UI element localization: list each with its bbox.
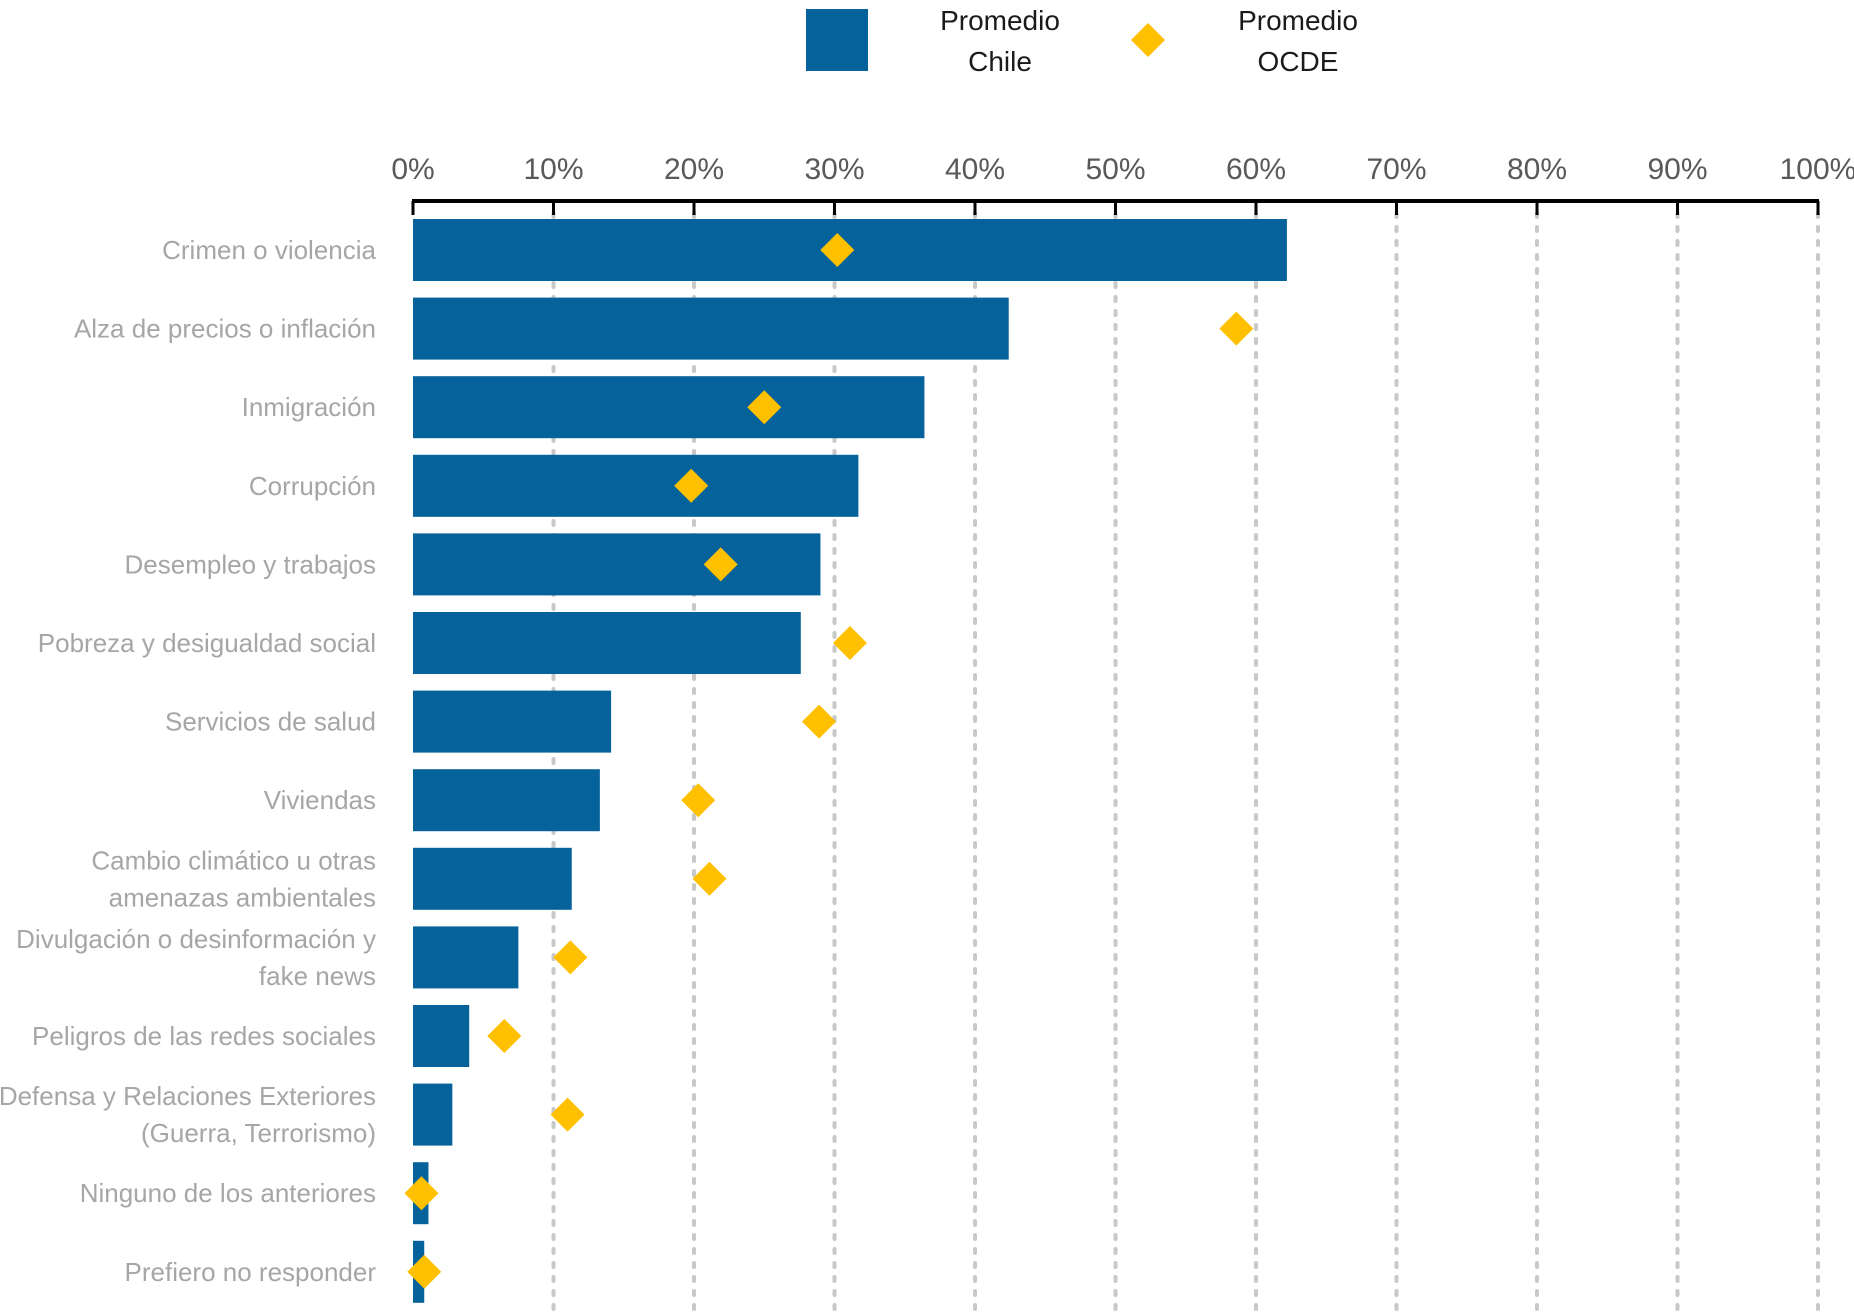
chile-bars	[413, 219, 1287, 1303]
bar-chile-8	[413, 847, 572, 910]
bar-chile-3	[413, 454, 859, 517]
legend: Promedio Chile Promedio OCDE	[806, 5, 1358, 77]
category-label-11-line-0: Defensa y Relaciones Exteriores	[0, 1081, 376, 1111]
legend-chile-label-0: Promedio	[940, 5, 1060, 36]
marker-ocde-9	[553, 940, 588, 975]
marker-ocde-13	[407, 1254, 442, 1289]
x-tick-label-80: 80%	[1507, 153, 1567, 186]
category-label-13: Prefiero no responder	[125, 1257, 377, 1287]
x-tick-label-40: 40%	[945, 153, 1005, 186]
category-labels: Crimen o violencia Alza de precios o infl…	[0, 235, 377, 1287]
category-label-10: Peligros de las redes sociales	[32, 1021, 376, 1051]
x-tick-label-20: 20%	[664, 153, 724, 186]
gridlines	[551, 211, 1820, 1316]
bar-chile-6	[413, 690, 612, 753]
bar-chile-11	[413, 1083, 453, 1146]
x-tick-label-70: 70%	[1366, 153, 1426, 186]
bar-chile-1	[413, 297, 1009, 360]
category-label-8-line-0: Cambio climático u otras	[91, 845, 376, 875]
bar-chile-7	[413, 769, 600, 832]
bar-chile-5	[413, 612, 801, 674]
x-tick-label-50: 50%	[1085, 153, 1145, 186]
category-label-6: Servicios de salud	[165, 707, 376, 737]
marker-ocde-10	[487, 1019, 522, 1053]
legend-chile-label-1: Chile	[968, 46, 1032, 77]
marker-ocde-6	[802, 704, 837, 739]
x-tick-label-0: 0%	[391, 153, 434, 186]
marker-ocde-7	[681, 783, 716, 818]
category-label-11-line-1: (Guerra, Terrorismo)	[141, 1118, 376, 1148]
x-tick-label-10: 10%	[523, 153, 583, 186]
bar-chile-10	[413, 1005, 470, 1067]
category-label-3: Corrupción	[249, 471, 376, 501]
marker-ocde-1	[1219, 311, 1254, 346]
x-axis: 0% 10% 20% 30% 40% 50% 60% 70% 80% 90% 100%	[391, 153, 1854, 215]
category-label-12: Ninguno de los anteriores	[80, 1178, 376, 1208]
x-tick-label-30: 30%	[804, 153, 864, 186]
marker-ocde-0	[820, 233, 855, 267]
marker-ocde-8	[692, 861, 727, 896]
x-tick-label-100: 100%	[1780, 153, 1854, 186]
category-label-0: Crimen o violencia	[162, 235, 376, 265]
category-label-4: Desempleo y trabajos	[125, 549, 376, 579]
bar-chile-2	[413, 376, 925, 439]
marker-ocde-2	[747, 390, 782, 425]
legend-chile-swatch	[806, 9, 868, 71]
marker-ocde-3	[674, 468, 709, 503]
category-label-7: Viviendas	[264, 785, 376, 815]
marker-ocde-4	[703, 547, 738, 582]
marker-ocde-11	[550, 1097, 585, 1132]
category-label-2: Inmigración	[242, 392, 376, 422]
category-label-8-line-1: amenazas ambientales	[109, 882, 376, 912]
x-tick-label-60: 60%	[1226, 153, 1286, 186]
legend-ocde-label-0: Promedio	[1238, 5, 1358, 36]
bar-chile-4	[413, 533, 821, 596]
marker-ocde-5	[832, 626, 867, 660]
category-label-5: Pobreza y desigualdad social	[38, 628, 376, 658]
legend-ocde-label-1: OCDE	[1258, 46, 1339, 77]
category-label-1: Alza de precios o inflación	[74, 314, 376, 344]
x-tick-label-90: 90%	[1647, 153, 1707, 186]
marker-ocde-12	[404, 1176, 439, 1211]
category-label-9-line-1: fake news	[259, 961, 376, 991]
legend-ocde-diamond	[1131, 23, 1165, 57]
bar-chile-9	[413, 926, 519, 989]
ocde-markers	[404, 233, 1254, 1289]
category-label-9-line-0: Divulgación o desinformación y	[16, 924, 376, 954]
